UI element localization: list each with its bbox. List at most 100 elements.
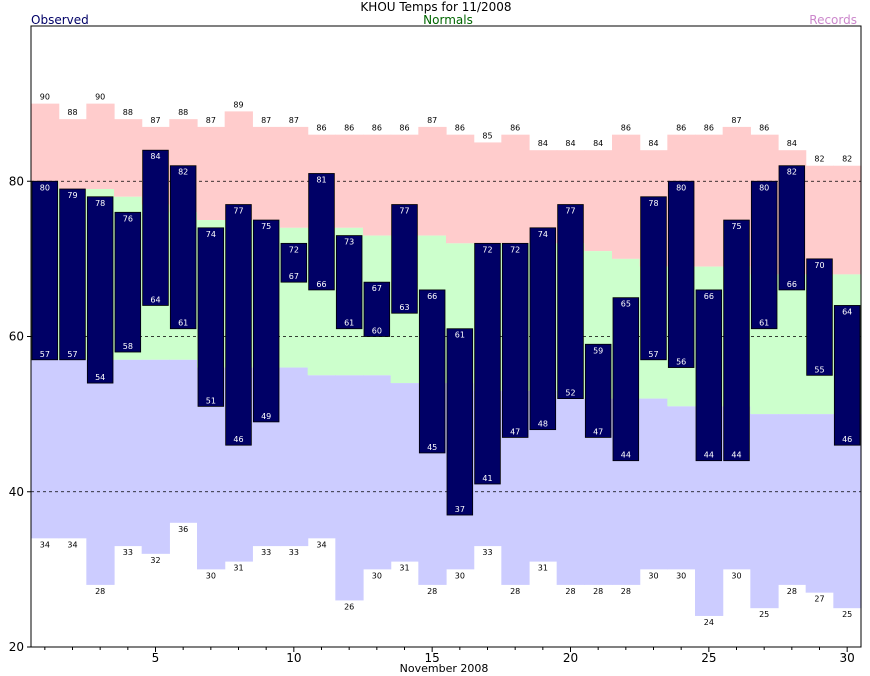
observed-high-label-day-5: 84	[150, 152, 160, 161]
record-high-area-day-17	[473, 142, 502, 244]
record-low-label-day-18: 28	[510, 587, 520, 596]
observed-bar-day-16	[446, 328, 474, 516]
observed-low-label-day-19: 48	[538, 420, 548, 429]
x-tick-label-30: 30	[840, 651, 855, 665]
record-low-label-day-2: 34	[67, 540, 77, 549]
record-high-area-day-16	[446, 134, 475, 244]
record-low-label-day-22: 28	[621, 587, 631, 596]
observed-high-label-day-6: 82	[178, 168, 188, 177]
record-high-label-day-28: 84	[787, 139, 797, 148]
record-high-label-day-23: 84	[648, 139, 658, 148]
observed-low-label-day-8: 46	[233, 435, 243, 444]
record-high-label-day-16: 86	[455, 124, 465, 133]
record-high-area-day-2	[58, 119, 87, 190]
record-low-label-day-30: 25	[842, 610, 852, 619]
record-high-label-day-8: 89	[233, 100, 243, 109]
record-low-label-day-16: 30	[455, 571, 465, 580]
observed-bar-day-19	[529, 227, 557, 431]
observed-high-label-day-17: 72	[482, 245, 492, 254]
record-low-label-day-5: 32	[150, 556, 160, 565]
record-high-area-day-10	[280, 126, 309, 228]
observed-high-label-day-27: 80	[759, 183, 769, 192]
observed-low-label-day-3: 54	[95, 373, 105, 382]
observed-bar-day-30	[833, 305, 861, 446]
observed-high-label-day-30: 64	[842, 307, 852, 316]
record-high-label-day-26: 87	[731, 116, 741, 125]
observed-bar-day-9	[252, 219, 280, 423]
record-low-label-day-21: 28	[593, 587, 603, 596]
observed-high-label-day-8: 77	[233, 207, 243, 216]
observed-bar-day-4	[114, 211, 142, 353]
observed-high-label-day-4: 76	[123, 214, 133, 223]
observed-high-label-day-25: 66	[704, 292, 714, 301]
observed-bar-day-10	[280, 242, 308, 283]
observed-low-label-day-17: 41	[482, 474, 492, 483]
observed-low-label-day-24: 56	[676, 358, 686, 367]
record-high-label-day-12: 86	[344, 124, 354, 133]
record-high-label-day-9: 87	[261, 116, 271, 125]
record-high-label-day-21: 84	[593, 139, 603, 148]
record-low-area-day-24	[667, 406, 696, 570]
record-low-label-day-3: 28	[95, 587, 105, 596]
observed-low-label-day-30: 46	[842, 435, 852, 444]
observed-bar-day-25	[695, 289, 723, 462]
observed-low-label-day-26: 44	[731, 451, 741, 460]
chart-title: KHOU Temps for 11/2008	[360, 0, 511, 14]
record-low-label-day-23: 30	[648, 571, 658, 580]
observed-high-label-day-12: 73	[344, 238, 354, 247]
observed-high-label-day-13: 67	[372, 284, 382, 293]
record-low-area-day-1	[31, 359, 60, 539]
observed-low-label-day-14: 63	[399, 303, 409, 312]
record-high-label-day-25: 86	[704, 124, 714, 133]
record-high-label-day-7: 87	[206, 116, 216, 125]
observed-high-label-day-10: 72	[289, 245, 299, 254]
record-low-label-day-26: 30	[731, 571, 741, 580]
record-high-area-day-13	[363, 134, 392, 236]
observed-bar-day-28	[778, 165, 806, 291]
record-low-label-day-14: 31	[399, 564, 409, 573]
record-high-label-day-4: 88	[123, 108, 133, 117]
x-axis-label: November 2008	[400, 662, 489, 675]
record-low-label-day-20: 28	[565, 587, 575, 596]
observed-bar-day-2	[59, 188, 86, 361]
record-low-label-day-29: 27	[814, 595, 824, 604]
record-high-label-day-20: 84	[565, 139, 575, 148]
y-tick-label-40: 40	[9, 485, 24, 499]
record-high-area-day-25	[695, 134, 724, 267]
record-low-area-day-12	[335, 375, 364, 601]
observed-high-label-day-28: 82	[787, 168, 797, 177]
observed-bar-day-29	[806, 258, 833, 376]
record-low-label-day-17: 33	[482, 548, 492, 557]
observed-low-label-day-16: 37	[455, 505, 465, 514]
observed-low-label-day-27: 61	[759, 319, 769, 328]
observed-low-label-day-11: 66	[316, 280, 326, 289]
observed-low-label-day-9: 49	[261, 412, 271, 421]
record-low-label-day-1: 34	[40, 540, 50, 549]
record-high-label-day-3: 90	[95, 93, 105, 102]
observed-low-label-day-22: 44	[621, 451, 631, 460]
record-high-label-day-19: 84	[538, 139, 548, 148]
record-low-area-day-13	[363, 375, 392, 570]
record-low-label-day-25: 24	[704, 618, 714, 627]
observed-low-label-day-29: 55	[814, 365, 824, 374]
observed-high-label-day-23: 78	[648, 199, 658, 208]
observed-bar-day-12	[335, 235, 363, 330]
observed-bar-day-15	[418, 289, 446, 454]
observed-high-label-day-11: 81	[316, 175, 326, 184]
observed-bar-day-6	[169, 165, 197, 330]
record-low-label-day-12: 26	[344, 602, 354, 611]
record-high-area-day-9	[252, 126, 281, 221]
observed-low-label-day-13: 60	[372, 327, 382, 336]
record-high-label-day-17: 85	[482, 131, 492, 140]
observed-low-label-day-5: 64	[150, 295, 160, 304]
observed-low-label-day-20: 52	[565, 389, 575, 398]
record-low-area-day-28	[778, 414, 807, 585]
record-low-area-day-5	[141, 359, 170, 554]
record-low-area-day-10	[280, 367, 309, 547]
observed-high-label-day-20: 77	[565, 207, 575, 216]
record-low-label-day-24: 30	[676, 571, 686, 580]
observed-bar-day-20	[557, 204, 584, 400]
observed-low-label-day-15: 45	[427, 443, 437, 452]
observed-low-label-day-1: 57	[40, 350, 50, 359]
record-high-label-day-27: 86	[759, 124, 769, 133]
